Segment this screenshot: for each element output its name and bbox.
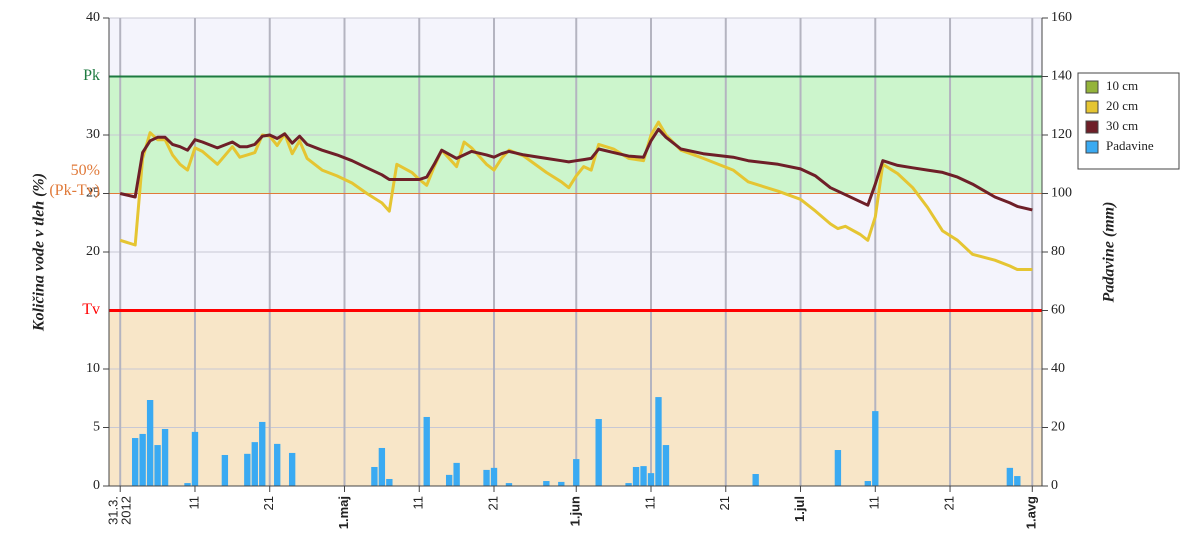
bar [131, 438, 139, 486]
bar [386, 478, 393, 486]
x-tick-label: 21 [485, 496, 500, 510]
x-tick-label: 31.3. [106, 496, 121, 525]
bar [146, 400, 154, 486]
bar [191, 431, 199, 486]
y2-tick-label: 160 [1051, 10, 1072, 25]
y2-tick-label: 80 [1051, 244, 1065, 259]
y-tick-label: 20 [86, 244, 100, 259]
bar [453, 462, 460, 486]
x-tick-label: 1.jun [568, 496, 583, 526]
bar [259, 421, 266, 486]
bar [221, 454, 229, 486]
bar [625, 483, 632, 486]
bar [378, 447, 386, 486]
x-tick-label: 21 [261, 496, 276, 510]
legend-swatch [1085, 140, 1099, 154]
bar [655, 397, 662, 486]
bar [490, 467, 498, 486]
bar [662, 445, 670, 486]
x-tick-label: 21 [717, 496, 732, 510]
x-tick-label: 1.maj [336, 496, 351, 529]
bar [573, 459, 580, 486]
y2-axis-title: Padavine (mm) [1101, 202, 1118, 304]
bar [288, 452, 296, 486]
legend-swatch [1085, 100, 1099, 114]
x-tick-label: 1.avg [1024, 496, 1039, 529]
x-tick-label: 21 [941, 496, 956, 510]
reference-label: Pk [83, 67, 100, 84]
reference-label: (Pk-Tv) [49, 182, 100, 199]
legend-swatch [1085, 80, 1099, 94]
bar [244, 453, 251, 486]
x-tick-label: 1.jul [792, 496, 807, 522]
legend-label: Padavine [1106, 138, 1154, 153]
x-tick-label: 11 [642, 496, 657, 510]
y2-tick-label: 140 [1051, 69, 1072, 84]
legend-swatch [1085, 120, 1099, 134]
legend-label: 30 cm [1106, 118, 1138, 133]
x-tick-label: 2012 [119, 496, 134, 525]
y-tick-label: 0 [93, 478, 100, 493]
y2-tick-label: 60 [1051, 303, 1065, 318]
bar [864, 481, 871, 486]
bar [483, 469, 490, 486]
y2-tick-label: 40 [1051, 361, 1065, 376]
bar [251, 442, 258, 486]
y-tick-label: 40 [86, 10, 100, 25]
y-axis-title: Količina vode v tleh (%) [31, 173, 48, 332]
y-tick-label: 30 [86, 127, 100, 142]
bar [184, 483, 191, 486]
bar [1014, 476, 1021, 486]
line [119, 127, 1033, 212]
x-tick-label: 11 [186, 496, 201, 510]
bar [505, 483, 513, 486]
bar [1006, 467, 1014, 486]
legend-label: 20 cm [1106, 98, 1138, 113]
bar [423, 416, 430, 486]
x-tick-label: 11 [867, 496, 882, 510]
y-tick-label: 25 [86, 186, 100, 201]
bar [543, 481, 550, 486]
y2-tick-label: 20 [1051, 420, 1065, 435]
bar [371, 466, 378, 486]
bar [632, 466, 640, 486]
x-tick-label: 11 [411, 496, 426, 510]
bar [274, 443, 281, 486]
line [119, 120, 1033, 271]
bar [834, 450, 842, 486]
bar [752, 474, 759, 486]
bar [647, 473, 655, 486]
y-tick-label: 5 [93, 420, 100, 435]
reference-label: Tv [82, 301, 100, 318]
y2-tick-label: 100 [1051, 186, 1072, 201]
bar [139, 433, 146, 486]
legend-label: 10 cm [1106, 78, 1138, 93]
y2-tick-label: 120 [1051, 127, 1072, 142]
bar [872, 411, 879, 486]
bar [640, 466, 647, 486]
bar [445, 474, 453, 486]
bar [154, 445, 161, 486]
y2-tick-label: 0 [1051, 478, 1058, 493]
y-tick-label: 10 [86, 361, 100, 376]
bar [558, 481, 565, 486]
bar [595, 419, 602, 486]
reference-label: 50% [71, 162, 100, 179]
bar [161, 428, 169, 486]
